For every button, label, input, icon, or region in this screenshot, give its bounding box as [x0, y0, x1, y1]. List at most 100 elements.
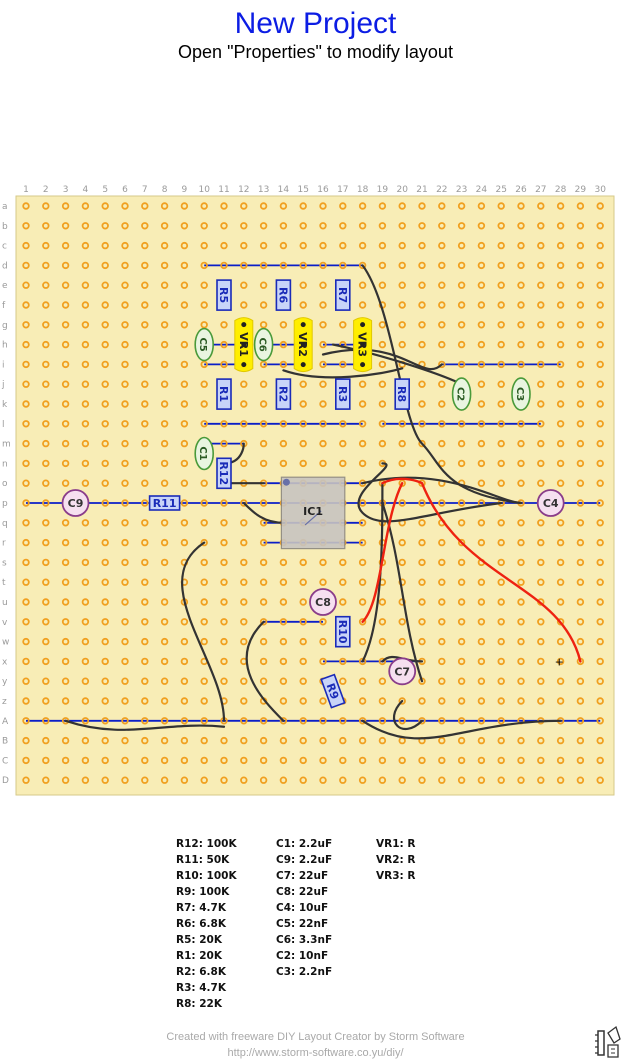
pad-hole — [537, 380, 545, 388]
pad-hole — [220, 756, 228, 765]
pad-hole — [299, 677, 307, 685]
pad-hole — [398, 261, 406, 270]
pad-hole — [22, 637, 30, 646]
pad-hole — [141, 558, 149, 567]
pad-hole — [418, 420, 426, 428]
pad-hole — [457, 776, 466, 784]
pad-hole — [418, 717, 426, 725]
pad-hole — [220, 776, 228, 784]
pad-hole — [61, 538, 70, 547]
pad-hole — [81, 420, 90, 428]
pad-hole — [279, 202, 288, 210]
row-label: s — [2, 558, 7, 568]
pad-hole — [497, 519, 505, 527]
pad-hole — [378, 697, 387, 705]
pad-hole — [160, 439, 169, 448]
pad-hole — [220, 499, 228, 507]
pad-hole — [101, 360, 109, 369]
pad-hole — [398, 538, 406, 547]
resistor-body — [216, 457, 232, 490]
pad-hole — [81, 360, 90, 369]
pad-hole — [497, 697, 505, 705]
pad-hole — [121, 301, 129, 309]
pad-hole — [457, 301, 466, 309]
pad-hole — [22, 776, 30, 784]
pad-hole — [556, 202, 565, 210]
pad-hole — [556, 776, 565, 784]
pad-hole — [200, 578, 208, 586]
pad-hole — [121, 538, 129, 547]
pad-hole — [141, 657, 149, 666]
pad-hole — [279, 360, 288, 369]
pot-pin — [300, 322, 306, 328]
pad-hole — [81, 459, 90, 468]
pad-hole — [576, 499, 585, 507]
row-label: r — [2, 539, 6, 549]
pad-hole — [259, 380, 268, 388]
pad-hole — [22, 717, 30, 725]
pad-hole — [477, 261, 486, 270]
pad-hole — [378, 736, 387, 745]
pad-hole — [141, 261, 149, 270]
pad-hole — [240, 736, 248, 745]
pad-hole — [160, 637, 169, 646]
pad-hole — [596, 420, 604, 428]
pad-hole — [398, 340, 406, 349]
pad-hole — [358, 519, 367, 527]
pad-hole — [200, 202, 208, 210]
pad-hole — [477, 459, 486, 468]
pad-hole — [160, 400, 169, 408]
capacitor-body — [451, 377, 472, 411]
pad-hole — [160, 459, 169, 468]
column-label: 2 — [43, 185, 49, 195]
pad-hole — [378, 321, 387, 329]
pad-hole — [121, 321, 129, 329]
pad-hole — [259, 281, 268, 289]
pad-hole — [576, 420, 585, 428]
pad-hole — [299, 301, 307, 309]
pad-hole — [160, 756, 169, 765]
pad-hole — [418, 618, 426, 626]
pad-hole — [398, 479, 406, 487]
component-label: R11 — [153, 497, 177, 510]
jumper-wire — [361, 264, 523, 505]
pad-hole — [141, 736, 149, 745]
pad-hole — [556, 261, 565, 270]
pad-hole — [319, 637, 327, 646]
pad-hole — [240, 578, 248, 586]
pad-hole — [200, 598, 208, 606]
pad-hole — [279, 459, 288, 468]
pad-hole — [438, 380, 446, 388]
resistor-body — [216, 378, 232, 410]
pad-hole — [319, 697, 327, 705]
pad-hole — [457, 697, 466, 705]
resistor-body — [275, 378, 292, 410]
pad-hole — [240, 222, 248, 230]
pad-hole — [220, 420, 228, 428]
pad-hole — [141, 519, 149, 527]
pad-hole — [81, 519, 90, 527]
pad-hole — [319, 360, 327, 369]
pad-hole — [438, 360, 446, 369]
pad-hole — [319, 618, 327, 626]
pad-hole — [576, 637, 585, 646]
pad-hole — [160, 241, 169, 250]
pad-hole — [438, 558, 446, 567]
pad-hole — [596, 360, 604, 369]
column-label: 5 — [102, 185, 108, 195]
footer-url[interactable]: http://www.storm-software.co.yu/diy/ — [227, 1047, 404, 1059]
pad-hole — [497, 637, 505, 646]
pad-hole — [398, 776, 406, 784]
pad-hole — [200, 321, 208, 329]
capacitor-body — [511, 377, 531, 411]
pad-hole — [299, 776, 307, 784]
pad-hole — [378, 657, 387, 666]
pad-hole — [517, 598, 525, 606]
pad-hole — [42, 202, 50, 210]
pad-hole — [101, 618, 109, 626]
pad-hole — [200, 261, 208, 270]
pad-hole — [477, 360, 486, 369]
pad-hole — [339, 736, 347, 745]
pad-hole — [358, 717, 367, 725]
pot-pin — [241, 342, 247, 348]
